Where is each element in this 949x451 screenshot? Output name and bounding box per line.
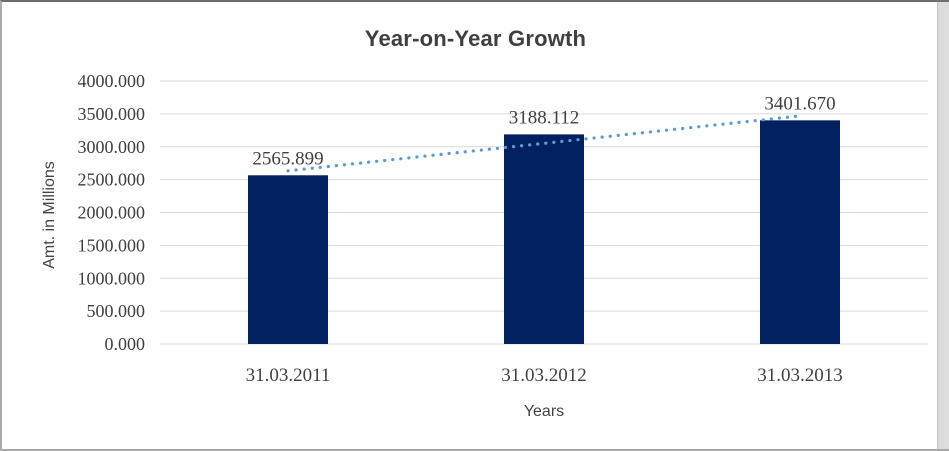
x-axis-title: Years [523, 403, 565, 420]
y-tick-label: 500.000 [87, 301, 146, 321]
y-tick-label: 3500.000 [78, 104, 146, 124]
right-edge-band [937, 2, 949, 449]
x-category-label: 31.03.2013 [757, 365, 843, 386]
trendline [286, 114, 802, 173]
x-category-label: 31.03.2011 [246, 365, 331, 386]
y-tick-label: 4000.000 [78, 71, 146, 91]
chart-title: Year-on-Year Growth [364, 26, 587, 51]
y-tick-label: 2000.000 [78, 203, 146, 223]
data-label: 2565.899 [252, 148, 323, 169]
bar-31.03.2013 [760, 120, 840, 344]
data-label: 3188.112 [509, 107, 580, 128]
y-tick-label: 0.000 [105, 334, 146, 354]
data-label: 3401.670 [764, 93, 835, 114]
y-tick-label: 1500.000 [78, 235, 146, 255]
y-tick-label: 1000.000 [78, 268, 146, 288]
bar-31.03.2011 [248, 175, 328, 344]
y-tick-label: 3000.000 [78, 137, 146, 157]
bar-31.03.2012 [504, 134, 584, 344]
x-category-label: 31.03.2012 [501, 365, 587, 386]
y-tick-label: 2500.000 [78, 170, 146, 190]
